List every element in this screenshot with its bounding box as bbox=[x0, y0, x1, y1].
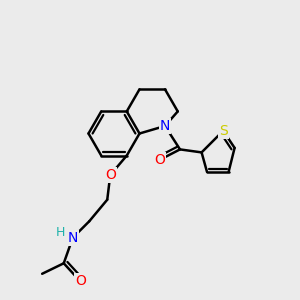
Text: O: O bbox=[75, 274, 86, 288]
Text: S: S bbox=[219, 124, 228, 138]
Text: H: H bbox=[56, 226, 65, 239]
Text: N: N bbox=[68, 231, 78, 245]
Text: O: O bbox=[105, 168, 116, 182]
Text: N: N bbox=[160, 119, 170, 133]
Text: O: O bbox=[154, 153, 165, 167]
